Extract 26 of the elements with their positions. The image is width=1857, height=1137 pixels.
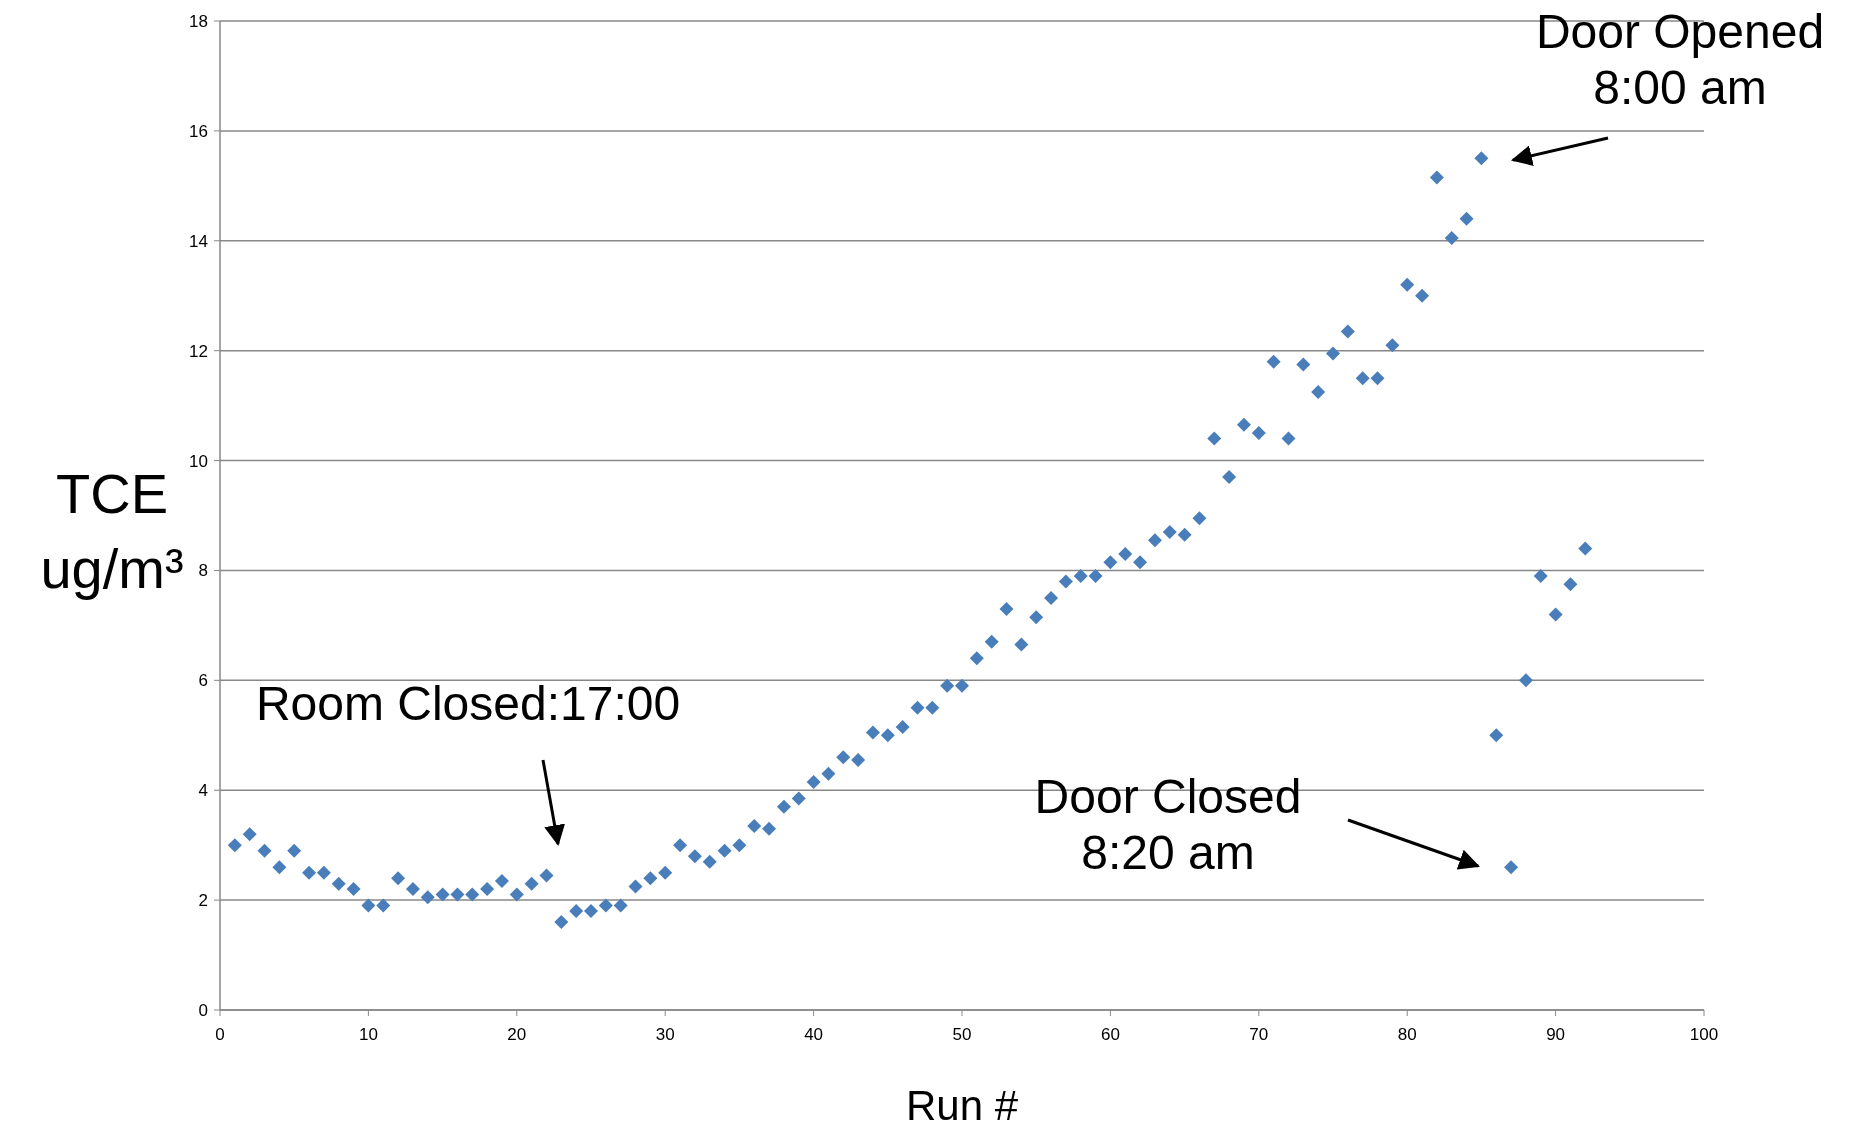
- y-tick-label: 8: [198, 561, 208, 581]
- annotation: Door Opened 8:00 am: [1535, 5, 1825, 114]
- x-tick-label: 0: [215, 1025, 225, 1044]
- x-tick-label: 90: [1546, 1025, 1566, 1044]
- x-tick-label: 10: [358, 1025, 378, 1044]
- x-tick-label: 30: [655, 1025, 675, 1044]
- x-tick-label: 80: [1397, 1025, 1417, 1044]
- x-tick-label: 50: [952, 1025, 972, 1044]
- x-tick-label: 100: [1689, 1025, 1719, 1044]
- x-tick-label: 40: [804, 1025, 824, 1044]
- y-axis-title: TCE ug/m³: [40, 462, 184, 600]
- y-tick-label: 18: [189, 11, 208, 31]
- x-tick-label: 20: [507, 1025, 527, 1044]
- y-tick-label: 0: [198, 1000, 208, 1020]
- y-tick-label: 14: [189, 231, 208, 251]
- y-tick-label: 12: [189, 341, 208, 361]
- x-axis-title: Run #: [905, 1082, 1019, 1129]
- x-tick-label: 70: [1249, 1025, 1269, 1044]
- x-tick-label: 60: [1100, 1025, 1120, 1044]
- y-tick-label: 10: [189, 451, 208, 471]
- y-tick-label: 16: [189, 121, 208, 141]
- y-tick-label: 6: [198, 671, 208, 691]
- annotation: Room Closed:17:00: [255, 677, 681, 730]
- y-tick-label: 2: [198, 891, 208, 911]
- y-tick-label: 4: [198, 781, 208, 801]
- annotation: Door Closed 8:20 am: [1034, 770, 1302, 879]
